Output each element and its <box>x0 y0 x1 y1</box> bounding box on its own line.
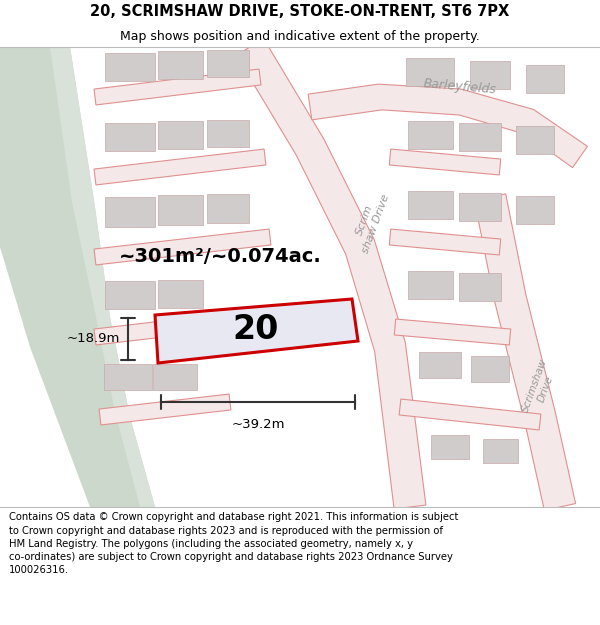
Polygon shape <box>94 149 266 185</box>
Polygon shape <box>419 352 461 378</box>
Polygon shape <box>105 197 155 227</box>
Polygon shape <box>470 61 510 89</box>
Polygon shape <box>155 299 358 363</box>
Polygon shape <box>516 126 554 154</box>
Polygon shape <box>94 229 271 265</box>
Polygon shape <box>207 194 249 222</box>
Polygon shape <box>482 439 517 463</box>
Polygon shape <box>526 65 564 93</box>
Polygon shape <box>157 121 203 149</box>
Polygon shape <box>459 193 501 221</box>
Text: Contains OS data © Crown copyright and database right 2021. This information is : Contains OS data © Crown copyright and d… <box>9 512 458 575</box>
Polygon shape <box>459 123 501 151</box>
Text: Barleyfields: Barleyfields <box>423 78 497 97</box>
Polygon shape <box>475 194 575 511</box>
Polygon shape <box>157 280 203 308</box>
Polygon shape <box>157 195 203 225</box>
Polygon shape <box>516 196 554 224</box>
Polygon shape <box>459 273 501 301</box>
Text: ~301m²/~0.074ac.: ~301m²/~0.074ac. <box>119 248 322 266</box>
Text: Scrim
shaw Drive: Scrim shaw Drive <box>349 189 391 255</box>
Polygon shape <box>389 149 501 175</box>
Text: Scrimshaw
Drive: Scrimshaw Drive <box>520 357 560 418</box>
Polygon shape <box>94 309 266 345</box>
Polygon shape <box>105 123 155 151</box>
Polygon shape <box>236 39 426 509</box>
Polygon shape <box>0 47 155 507</box>
Polygon shape <box>308 84 587 168</box>
Polygon shape <box>471 356 509 382</box>
Text: ~18.9m: ~18.9m <box>67 332 120 346</box>
Polygon shape <box>207 119 249 146</box>
Polygon shape <box>389 229 501 255</box>
Polygon shape <box>153 364 197 390</box>
Polygon shape <box>50 47 155 507</box>
Polygon shape <box>207 49 249 76</box>
Polygon shape <box>399 399 541 430</box>
Polygon shape <box>406 58 454 86</box>
Polygon shape <box>94 69 261 105</box>
Polygon shape <box>407 121 452 149</box>
Text: 20, SCRIMSHAW DRIVE, STOKE-ON-TRENT, ST6 7PX: 20, SCRIMSHAW DRIVE, STOKE-ON-TRENT, ST6… <box>91 4 509 19</box>
Polygon shape <box>104 364 152 390</box>
Polygon shape <box>431 435 469 459</box>
Polygon shape <box>407 271 452 299</box>
Polygon shape <box>105 53 155 81</box>
Text: ~39.2m: ~39.2m <box>231 418 285 431</box>
Polygon shape <box>105 281 155 309</box>
Text: Map shows position and indicative extent of the property.: Map shows position and indicative extent… <box>120 30 480 43</box>
Polygon shape <box>99 394 231 425</box>
Polygon shape <box>157 51 203 79</box>
Polygon shape <box>394 319 511 345</box>
Polygon shape <box>407 191 452 219</box>
Text: 20: 20 <box>233 313 279 346</box>
